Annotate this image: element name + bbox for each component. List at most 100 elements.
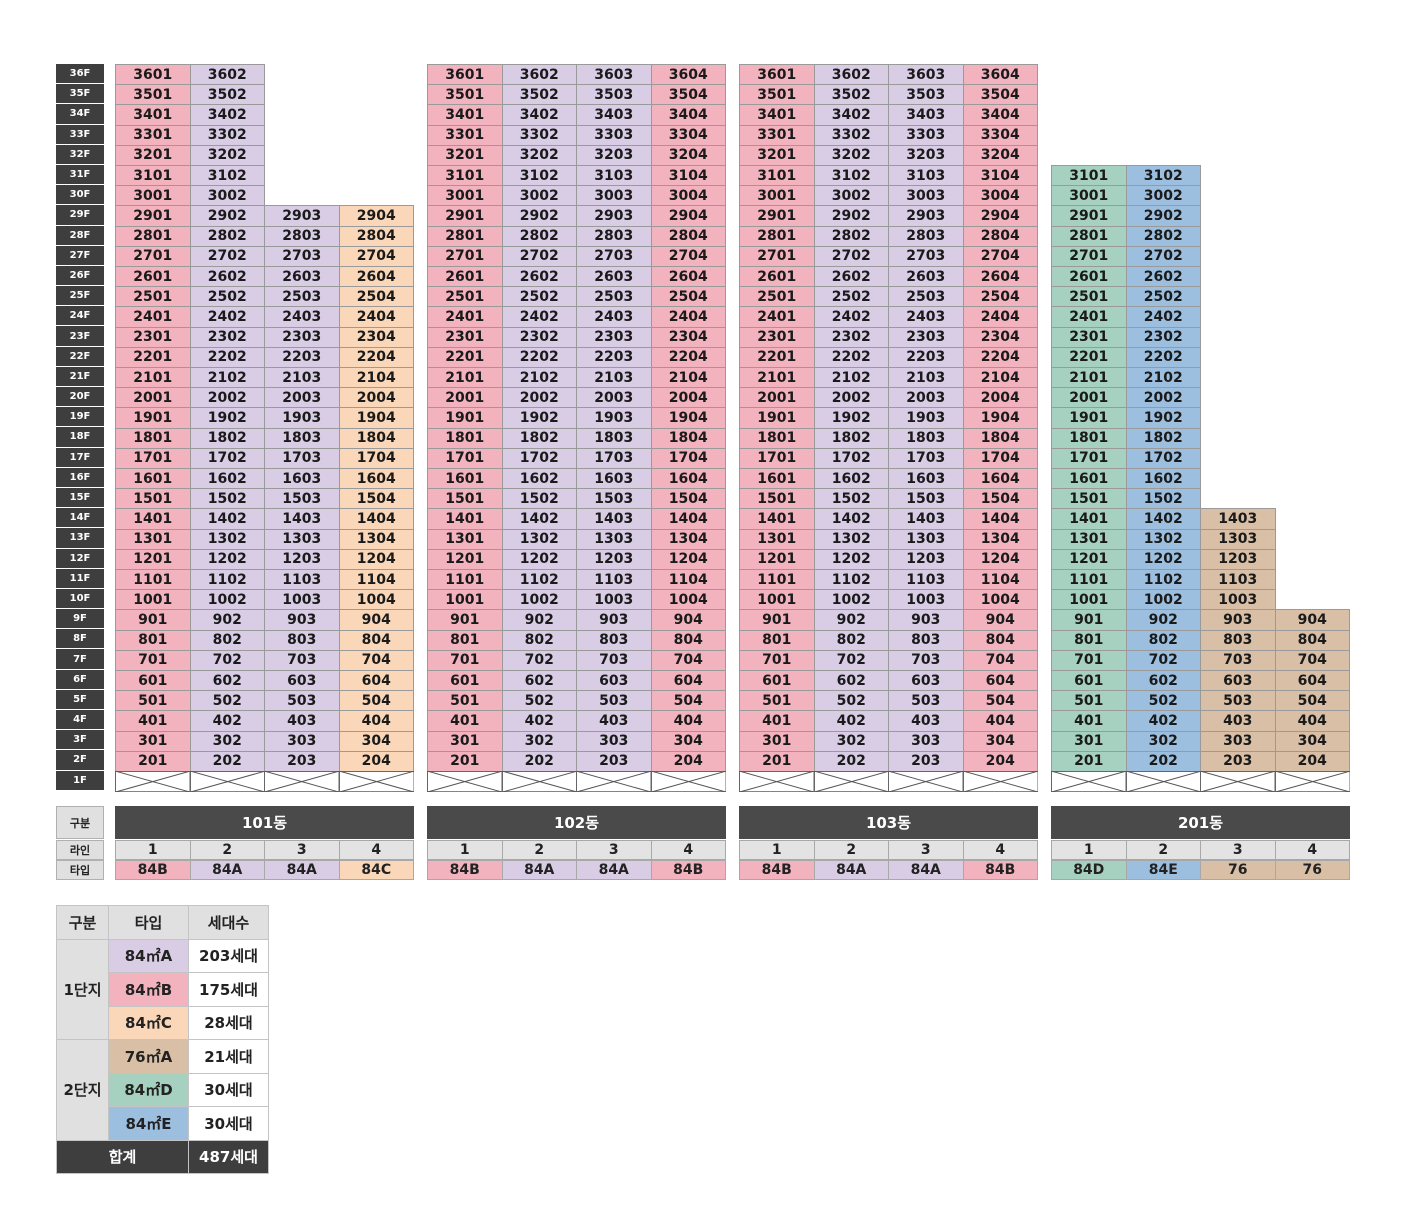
unit-cell: 1404: [650, 508, 726, 530]
unit-cell: 3401: [739, 104, 815, 126]
unit-cell: 1302: [189, 528, 265, 550]
floor-label: 8F: [56, 629, 104, 649]
unit-cell: 2904: [338, 205, 414, 227]
empty-floor-cross-icon: [189, 771, 265, 793]
unit-cell: 1103: [576, 569, 652, 591]
unit-cell: 902: [813, 609, 889, 631]
unit-cell: 2403: [264, 306, 340, 328]
summary-header: 타입: [108, 905, 189, 940]
unit-cell: 602: [189, 670, 265, 692]
unit-cell: 2301: [1051, 326, 1127, 348]
unit-cell: 3202: [189, 144, 265, 166]
line-number: 3: [264, 840, 340, 860]
unit-cell: 1402: [813, 508, 889, 530]
unit-cell: 603: [576, 670, 652, 692]
unit-cell: 2504: [650, 286, 726, 308]
unit-cell: 1004: [962, 589, 1038, 611]
unit-cell: 1303: [888, 528, 964, 550]
summary-type: 84㎡E: [108, 1106, 189, 1141]
unit-cell: 1601: [427, 468, 503, 490]
unit-cell: 3404: [650, 104, 726, 126]
unit-cell: 501: [115, 690, 191, 712]
unit-cell: 2404: [650, 306, 726, 328]
unit-cell: 1104: [650, 569, 726, 591]
unit-cell: 1204: [962, 548, 1038, 570]
unit-cell: 1203: [576, 548, 652, 570]
unit-cell: 404: [338, 710, 414, 732]
unit-cell: 3203: [888, 144, 964, 166]
unit-cell: 2603: [888, 266, 964, 288]
unit-cell: 2201: [427, 346, 503, 368]
unit-cell: 3301: [739, 124, 815, 146]
unit-cell: 3101: [1051, 165, 1127, 187]
unit-cell: 601: [115, 670, 191, 692]
unit-cell: 1901: [115, 407, 191, 429]
unit-cell: 1801: [1051, 427, 1127, 449]
unit-cell: 604: [962, 670, 1038, 692]
unit-cell: 1802: [189, 427, 265, 449]
unit-cell: 2401: [1051, 306, 1127, 328]
unit-cell: 703: [888, 649, 964, 671]
unit-cell: 3302: [813, 124, 889, 146]
unit-cell: 902: [501, 609, 577, 631]
unit-cell: 2101: [427, 367, 503, 389]
unit-cell: 1302: [501, 528, 577, 550]
summary-count: 28세대: [188, 1005, 269, 1040]
unit-cell: 2102: [1125, 367, 1201, 389]
unit-cell: 2601: [115, 266, 191, 288]
unit-cell: 803: [576, 629, 652, 651]
unit-cell: 2001: [739, 387, 815, 409]
unit-cell: 1201: [115, 548, 191, 570]
unit-cell: 2403: [888, 306, 964, 328]
unit-type: 84B: [962, 860, 1038, 880]
unit-cell: 3302: [501, 124, 577, 146]
unit-cell: 1902: [813, 407, 889, 429]
unit-cell: 604: [338, 670, 414, 692]
floor-label-column: 36F 35F 34F 33F 32F 31F 30F 29F 28F 27F 26F 25F 24F 2…: [56, 64, 104, 791]
summary-total-label: 합계: [56, 1139, 189, 1174]
building-name: 201동: [1051, 806, 1350, 839]
unit-cell: 2701: [1051, 245, 1127, 267]
unit-cell: 2002: [1125, 387, 1201, 409]
unit-cell: 2404: [962, 306, 1038, 328]
unit-cell: 1303: [264, 528, 340, 550]
unit-cell: 1604: [962, 468, 1038, 490]
unit-cell: 2103: [264, 367, 340, 389]
unit-cell: 3402: [501, 104, 577, 126]
unit-cell: 3001: [427, 185, 503, 207]
unit-cell: 3102: [189, 165, 265, 187]
empty-floor-cross-icon: [264, 771, 340, 793]
unit-cell: 2804: [338, 225, 414, 247]
unit-cell: 2903: [888, 205, 964, 227]
unit-cell: 2303: [888, 326, 964, 348]
line-number: 2: [1125, 840, 1201, 860]
unit-cell: 3002: [1125, 185, 1201, 207]
unit-cell: 201: [427, 750, 503, 772]
line-number: 1: [1051, 840, 1127, 860]
unit-cell: 3604: [650, 64, 726, 86]
unit-cell: 1404: [962, 508, 1038, 530]
unit-cell: 2203: [888, 346, 964, 368]
unit-cell: 703: [264, 649, 340, 671]
unit-cell: 201: [739, 750, 815, 772]
unit-type: 84D: [1051, 860, 1127, 880]
unit-cell: 1901: [427, 407, 503, 429]
unit-cell: 2001: [115, 387, 191, 409]
unit-cell: 2004: [962, 387, 1038, 409]
floor-label: 29F: [56, 205, 104, 225]
unit-cell: 901: [115, 609, 191, 631]
unit-cell: 1803: [888, 427, 964, 449]
unit-cell: 2301: [427, 326, 503, 348]
unit-cell: 2302: [501, 326, 577, 348]
unit-cell: 2202: [189, 346, 265, 368]
unit-cell: 3402: [813, 104, 889, 126]
unit-cell: 3201: [115, 144, 191, 166]
unit-cell: 2101: [1051, 367, 1127, 389]
unit-cell: 3101: [739, 165, 815, 187]
unit-cell: 2602: [813, 266, 889, 288]
unit-cell: 1904: [650, 407, 726, 429]
unit-type: 84A: [888, 860, 964, 880]
unit-cell: 2101: [739, 367, 815, 389]
unit-cell: 702: [189, 649, 265, 671]
line-number: 3: [576, 840, 652, 860]
